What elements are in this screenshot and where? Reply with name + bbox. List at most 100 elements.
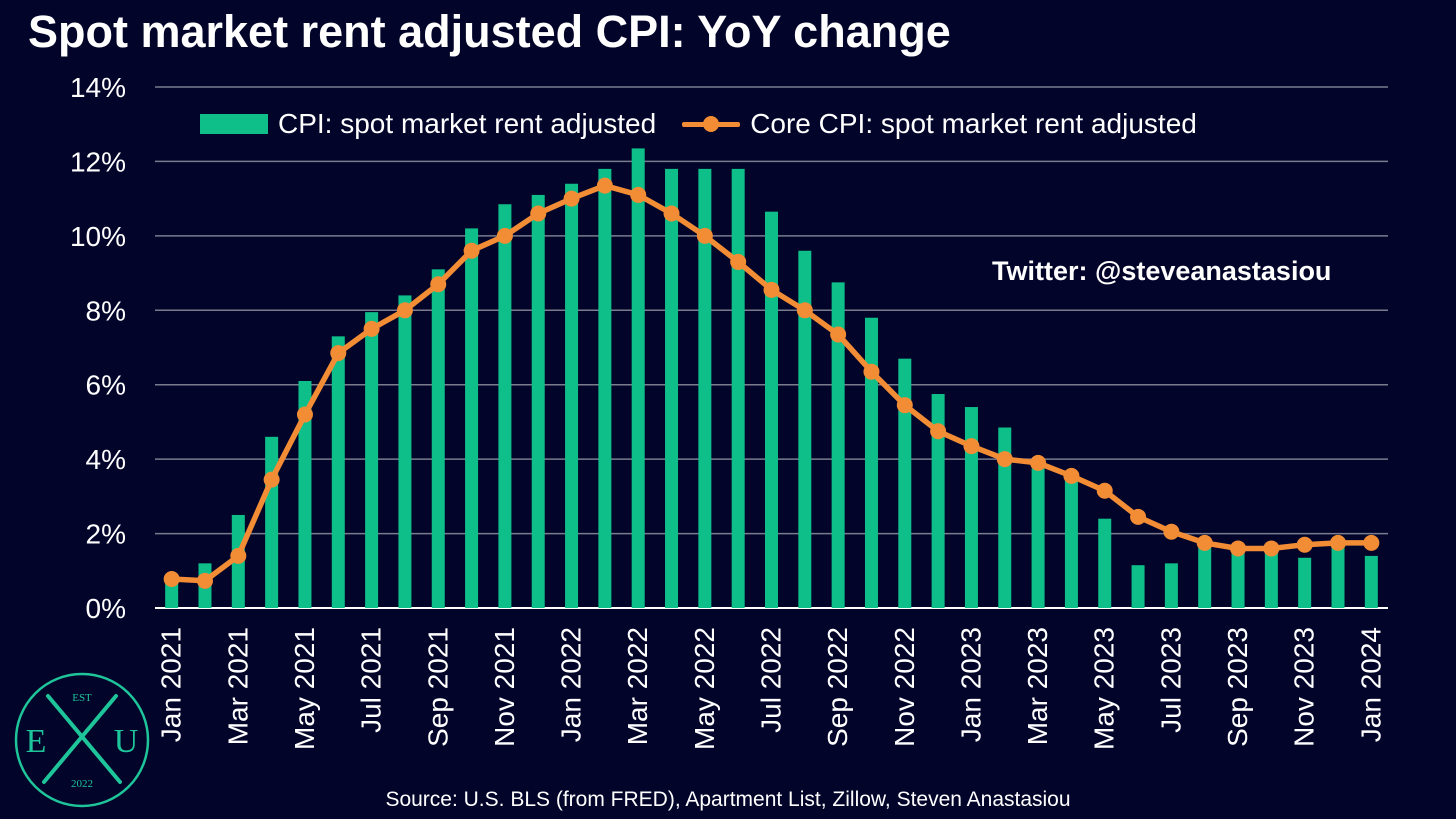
y-tick-label: 14%	[70, 72, 126, 103]
core-cpi-point	[763, 281, 780, 298]
x-tick-label: Jan 2021	[156, 627, 187, 742]
bar	[531, 194, 545, 608]
core-cpi-point	[196, 572, 213, 589]
bar	[1098, 518, 1112, 608]
y-tick-label: 12%	[70, 146, 126, 177]
legend: CPI: spot market rent adjusted Core CPI:…	[200, 106, 1197, 142]
bar	[898, 358, 912, 608]
bar	[1264, 548, 1278, 608]
core-cpi-point	[1263, 540, 1280, 557]
y-tick-label: 4%	[86, 444, 126, 475]
x-tick-label: Nov 2022	[889, 627, 920, 747]
bar	[1031, 468, 1045, 608]
core-cpi-point	[1063, 467, 1080, 484]
line-series	[163, 177, 1380, 589]
core-cpi-point	[630, 186, 647, 203]
core-cpi-point	[463, 242, 480, 259]
bar	[798, 250, 812, 608]
bar	[631, 148, 645, 608]
source-note: Source: U.S. BLS (from FRED), Apartment …	[385, 788, 1071, 811]
y-tick-label: 2%	[86, 519, 126, 550]
bar	[265, 436, 279, 608]
x-tick-label: Jul 2021	[356, 627, 387, 733]
core-cpi-point	[796, 302, 813, 319]
core-cpi-point	[663, 205, 680, 222]
y-tick-label: 6%	[86, 370, 126, 401]
x-tick-label: May 2023	[1089, 627, 1120, 750]
bar	[964, 407, 978, 608]
exu-logo: EST E U 2022	[14, 672, 150, 808]
core-cpi-point	[1130, 508, 1147, 525]
core-cpi-point	[830, 326, 847, 343]
legend-swatch-line	[682, 114, 741, 134]
core-cpi-point	[1030, 454, 1047, 471]
x-axis-tick-labels: Jan 2021 Mar 2021 May 2021 Jul 2021 Sep 2021…	[156, 627, 1387, 750]
core-cpi-point	[930, 423, 947, 440]
core-cpi-point	[863, 363, 880, 380]
core-cpi-point	[996, 451, 1013, 468]
x-tick-label: May 2022	[689, 627, 720, 750]
x-tick-label: Jan 2024	[1355, 627, 1386, 742]
legend-swatch-bar	[200, 114, 268, 134]
legend-label-core-cpi: Core CPI: spot market rent adjusted	[750, 108, 1197, 139]
core-cpi-point	[563, 190, 580, 207]
y-tick-label: 8%	[86, 295, 126, 326]
legend-item-core-cpi: Core CPI: spot market rent adjusted	[656, 108, 1197, 140]
bar	[565, 183, 579, 608]
core-cpi-point	[163, 570, 180, 587]
core-cpi-point	[363, 320, 380, 337]
core-cpi-point	[430, 276, 447, 293]
x-tick-label: Mar 2021	[222, 627, 253, 745]
y-axis-tick-labels: 0% 2% 4% 6% 8% 10% 12% 14%	[70, 72, 126, 624]
x-tick-label: Jan 2023	[955, 627, 986, 742]
x-tick-label: Mar 2022	[622, 627, 653, 745]
legend-item-cpi: CPI: spot market rent adjusted	[200, 108, 656, 140]
core-cpi-point	[696, 227, 713, 244]
x-tick-label: Jul 2022	[756, 627, 787, 733]
core-cpi-point	[1296, 536, 1313, 553]
bar	[165, 580, 179, 608]
core-cpi-point	[530, 205, 547, 222]
core-cpi-point	[730, 253, 747, 270]
core-cpi-point	[896, 397, 913, 414]
bar	[831, 282, 845, 608]
logo-text-bottom: 2022	[71, 778, 93, 790]
bar	[1331, 542, 1345, 608]
bar	[765, 211, 778, 609]
bar	[365, 312, 379, 608]
core-cpi-point	[1230, 540, 1247, 557]
core-cpi-point	[1330, 534, 1347, 551]
bar	[498, 204, 512, 608]
x-tick-label: Nov 2023	[1289, 627, 1320, 747]
x-tick-label: Jan 2022	[556, 627, 587, 742]
core-cpi-point	[263, 471, 280, 488]
x-tick-label: Sep 2023	[1222, 627, 1253, 747]
core-cpi-point	[496, 227, 513, 244]
x-tick-label: Nov 2021	[489, 627, 520, 747]
bar	[1231, 548, 1245, 608]
bar	[1064, 475, 1078, 608]
core-cpi-point	[396, 302, 413, 319]
core-cpi-point	[296, 406, 313, 423]
core-cpi-point	[963, 438, 980, 455]
bar	[1364, 555, 1378, 608]
core-cpi-point	[1363, 534, 1380, 551]
bar	[1198, 539, 1212, 608]
x-tick-label: Jul 2023	[1155, 627, 1186, 733]
bar	[998, 427, 1012, 608]
bar	[931, 394, 945, 608]
x-tick-label: Mar 2023	[1022, 627, 1053, 745]
bar	[298, 380, 312, 608]
core-cpi-point	[1163, 523, 1180, 540]
bar	[698, 168, 712, 608]
x-tick-label: Sep 2022	[822, 627, 853, 747]
bar	[465, 228, 479, 608]
bar	[331, 336, 345, 608]
logo-text-top: EST	[72, 692, 92, 704]
logo-text-right: U	[114, 723, 139, 760]
bar	[431, 269, 445, 608]
bar	[1298, 557, 1312, 608]
x-tick-label: Sep 2021	[422, 627, 453, 747]
bar	[665, 168, 679, 608]
